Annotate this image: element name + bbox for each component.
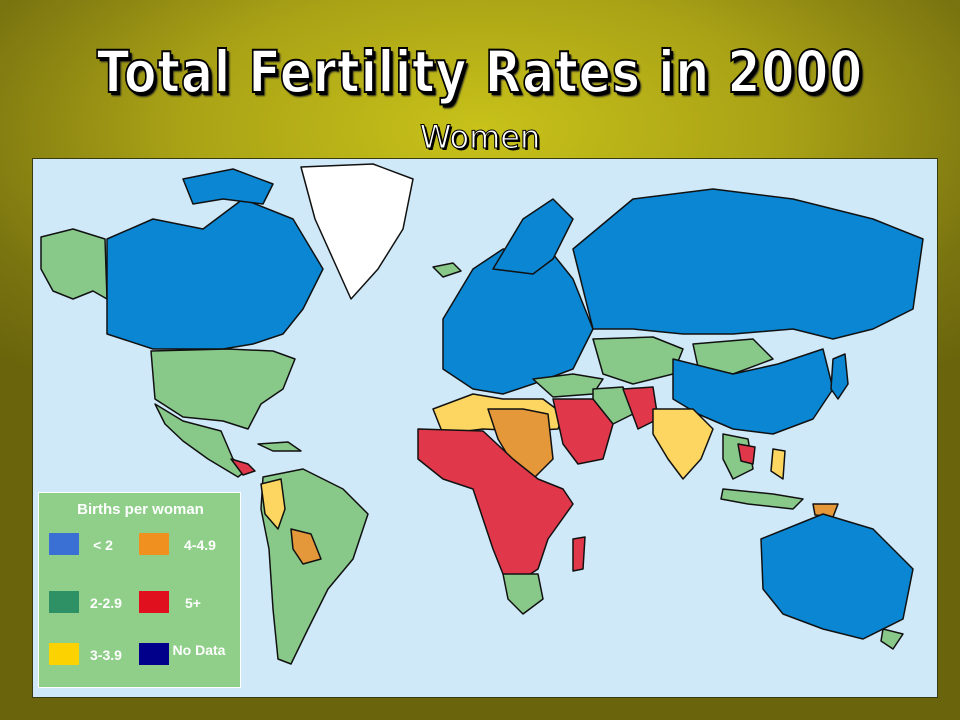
region-iceland — [432, 262, 462, 278]
region-laos-cambodia — [737, 443, 756, 465]
legend-swatch-no-data — [139, 643, 169, 665]
legend-swatch-5plus — [139, 591, 169, 613]
region-arctic-islands — [182, 168, 274, 205]
region-central-asia — [592, 336, 684, 385]
region-caribbean — [257, 441, 302, 452]
region-alaska — [40, 228, 108, 300]
legend: Births per woman < 2 4-4.9 2-2.9 5+ 3-3.… — [38, 492, 241, 688]
region-canada — [106, 198, 324, 350]
region-australia — [760, 513, 914, 640]
legend-swatch-2-29 — [49, 591, 79, 613]
region-arabia — [552, 398, 614, 465]
region-usa — [150, 348, 296, 430]
region-turkey-caucasus — [532, 373, 604, 398]
legend-title: Births per woman — [77, 501, 204, 518]
legend-label-4-49: 4-4.9 — [184, 537, 216, 553]
legend-swatch-3-39 — [49, 643, 79, 665]
region-madagascar — [572, 536, 586, 572]
region-india — [652, 408, 714, 480]
region-greenland — [300, 163, 414, 300]
map-subtitle: Women — [419, 118, 541, 157]
region-egypt-sudan — [487, 408, 554, 480]
region-new-zealand — [880, 628, 904, 650]
legend-label-lt2: < 2 — [93, 537, 113, 553]
legend-swatch-lt2 — [49, 533, 79, 555]
region-indonesia — [720, 488, 804, 510]
region-russia — [572, 188, 924, 340]
world-map-svg — [40, 163, 924, 665]
legend-label-no-data: No Data — [172, 642, 226, 658]
region-japan — [830, 353, 849, 400]
region-southern-africa — [502, 573, 544, 615]
region-andean — [260, 478, 286, 530]
region-scandinavia — [492, 198, 574, 275]
region-philippines — [770, 448, 786, 480]
region-europe — [442, 248, 594, 395]
map-title: Total Fertility Rates in 2000 — [96, 37, 864, 107]
region-central-america — [230, 458, 256, 476]
legend-label-3-39: 3-3.9 — [90, 647, 122, 663]
legend-label-5plus: 5+ — [185, 595, 201, 611]
region-mongolia — [692, 338, 774, 375]
region-bolivia-paraguay — [290, 528, 322, 565]
legend-label-2-29: 2-2.9 — [90, 595, 122, 611]
region-south-america — [260, 468, 369, 665]
legend-swatch-4-49 — [139, 533, 169, 555]
